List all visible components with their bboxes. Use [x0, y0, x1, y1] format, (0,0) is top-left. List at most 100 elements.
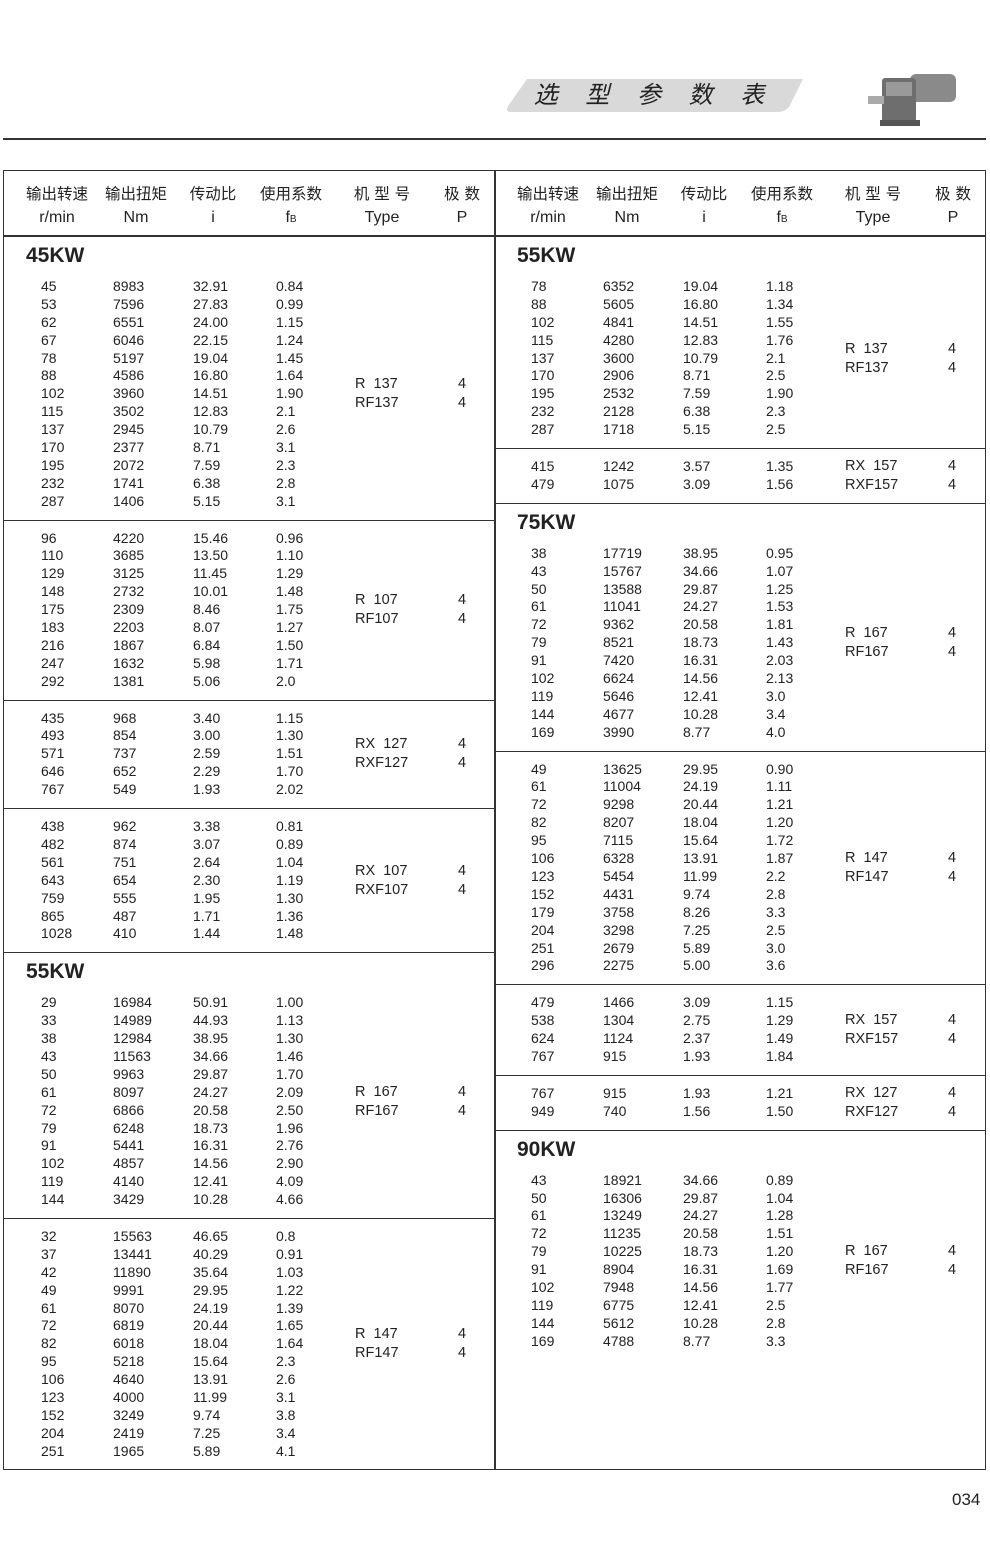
service-factor-cell: 1.30 — [276, 1030, 304, 1047]
type-block: RX 107 4 RXF107 4 — [4, 862, 494, 900]
table-row: 32 15563 46.65 0.8 — [4, 1228, 494, 1246]
table-row: 296 2275 5.00 3.6 — [495, 957, 985, 975]
table-row: 216 1867 6.84 1.50 — [4, 637, 494, 655]
ratio-cell: 1.56 — [683, 1102, 711, 1119]
table-row: 247 1632 5.98 1.71 — [4, 655, 494, 673]
speed-cell: 119 — [531, 687, 554, 704]
ratio-cell: 24.27 — [683, 598, 719, 615]
table-row: 88 5605 16.80 1.34 — [495, 296, 985, 314]
table-row: 415 1242 3.57 1.35 — [495, 458, 985, 476]
table-row: 78 6352 19.04 1.18 — [495, 278, 985, 296]
type-line: R 167 4 — [495, 624, 985, 643]
type-block: R 167 4 RF167 4 — [4, 1083, 494, 1121]
column-header-unit: P — [947, 209, 959, 226]
service-factor-cell: 1.00 — [276, 994, 304, 1011]
poles: 4 — [948, 1084, 957, 1101]
speed-cell: 287 — [41, 492, 65, 509]
speed-cell: 479 — [531, 475, 555, 492]
torque-cell: 915 — [603, 1047, 627, 1064]
torque-cell: 7115 — [603, 832, 634, 849]
column-header-unit: i — [702, 209, 706, 226]
ratio-cell: 2.64 — [193, 853, 221, 870]
ratio-cell: 14.56 — [193, 1155, 229, 1172]
speed-cell: 204 — [41, 1424, 65, 1441]
torque-cell: 1466 — [603, 994, 635, 1011]
column-header-unit: Type — [855, 209, 891, 226]
torque-cell: 13441 — [113, 1245, 152, 1262]
table-row: 232 1741 6.38 2.8 — [4, 475, 494, 493]
ratio-cell: 10.28 — [683, 705, 719, 722]
service-factor-cell: 2.02 — [276, 781, 304, 798]
rows: 438 962 3.38 0.81 482 874 3.07 0.89 561 751 2.64 1.… — [4, 818, 494, 943]
speed-cell: 169 — [531, 1332, 555, 1349]
poles: 4 — [948, 868, 957, 885]
speed-cell: 78 — [41, 349, 57, 366]
torque-cell: 15767 — [603, 562, 642, 579]
model-type: R 147 — [355, 1326, 398, 1343]
ratio-cell: 24.00 — [193, 313, 229, 330]
ratio-cell: 2.75 — [683, 1012, 711, 1029]
table-row: 88 4586 16.80 1.64 — [4, 367, 494, 385]
poles: 4 — [458, 1345, 467, 1362]
table-row: 479 1075 3.09 1.56 — [495, 476, 985, 494]
ratio-cell: 10.79 — [683, 349, 719, 366]
ratio-cell: 10.28 — [683, 1314, 719, 1331]
ratio-cell: 1.95 — [193, 889, 221, 906]
service-factor-cell: 1.72 — [766, 832, 794, 849]
table-row: 53 7596 27.83 0.99 — [4, 296, 494, 314]
table-row: 38 17719 38.95 0.95 — [495, 545, 985, 563]
table-row: 169 4788 8.77 3.3 — [495, 1333, 985, 1351]
speed-cell: 865 — [41, 907, 65, 924]
table-row: 61 13249 24.27 1.28 — [495, 1207, 985, 1225]
type-block: R 147 4 RF147 4 — [4, 1325, 494, 1363]
service-factor-cell: 0.89 — [766, 1171, 794, 1188]
table-row: 292 1381 5.06 2.0 — [4, 673, 494, 691]
speed-cell: 767 — [41, 781, 65, 798]
speed-cell: 82 — [531, 814, 547, 831]
service-factor-cell: 1.64 — [276, 367, 304, 384]
table-row: 643 654 2.30 1.19 — [4, 872, 494, 890]
ratio-cell: 50.91 — [193, 994, 229, 1011]
model-type: RX 107 — [355, 862, 408, 879]
torque-cell: 4431 — [603, 885, 635, 902]
service-factor-cell: 1.45 — [276, 349, 304, 366]
service-factor-cell: 4.66 — [276, 1191, 304, 1208]
torque-cell: 5612 — [603, 1314, 635, 1331]
torque-cell: 4140 — [113, 1173, 145, 1190]
speed-cell: 479 — [531, 994, 555, 1011]
table-row: 45 8983 32.91 0.84 — [4, 278, 494, 296]
type-line: R 137 4 — [4, 375, 494, 394]
table-row: 38 12984 38.95 1.30 — [4, 1030, 494, 1048]
rows: 415 1242 3.57 1.35 479 1075 3.09 1.56 RX 157 4 RXF… — [495, 458, 985, 494]
table-row: 624 1124 2.37 1.49 — [495, 1030, 985, 1048]
type-line: R 167 4 — [495, 1242, 985, 1261]
speed-cell: 170 — [41, 439, 65, 456]
model-type: R 167 — [845, 625, 888, 642]
speed-cell: 106 — [41, 1371, 65, 1388]
ratio-cell: 1.93 — [193, 781, 221, 798]
column-header-unit: P — [456, 209, 468, 226]
poles: 4 — [458, 736, 467, 753]
service-factor-cell: 1.07 — [766, 562, 794, 579]
torque-cell: 2203 — [113, 619, 145, 636]
torque-cell: 2532 — [603, 385, 635, 402]
service-factor-cell: 2.13 — [766, 670, 794, 687]
ratio-cell: 5.06 — [193, 672, 221, 689]
ratio-cell: 12.41 — [193, 1173, 229, 1190]
service-factor-cell: 1.11 — [766, 778, 793, 795]
speed-cell: 204 — [531, 921, 555, 938]
service-factor-cell: 1.70 — [276, 763, 304, 780]
service-factor-cell: 3.0 — [766, 939, 786, 956]
type-line: RXF157 4 — [495, 1030, 985, 1049]
ratio-cell: 7.59 — [193, 456, 221, 473]
torque-cell: 3685 — [113, 547, 145, 564]
speed-cell: 251 — [531, 939, 555, 956]
ratio-cell: 16.31 — [193, 1137, 229, 1154]
table-group: 479 1466 3.09 1.15 538 1304 2.75 1.29 624 1124 2.3… — [495, 985, 985, 1076]
service-factor-cell: 1.39 — [276, 1299, 304, 1316]
table-row: 91 7420 16.31 2.03 — [495, 652, 985, 670]
column-header-cn: 机 型 号 — [844, 185, 902, 203]
torque-cell: 6819 — [113, 1317, 145, 1334]
type-line: RF167 4 — [495, 643, 985, 662]
service-factor-cell: 2.6 — [276, 1371, 296, 1388]
